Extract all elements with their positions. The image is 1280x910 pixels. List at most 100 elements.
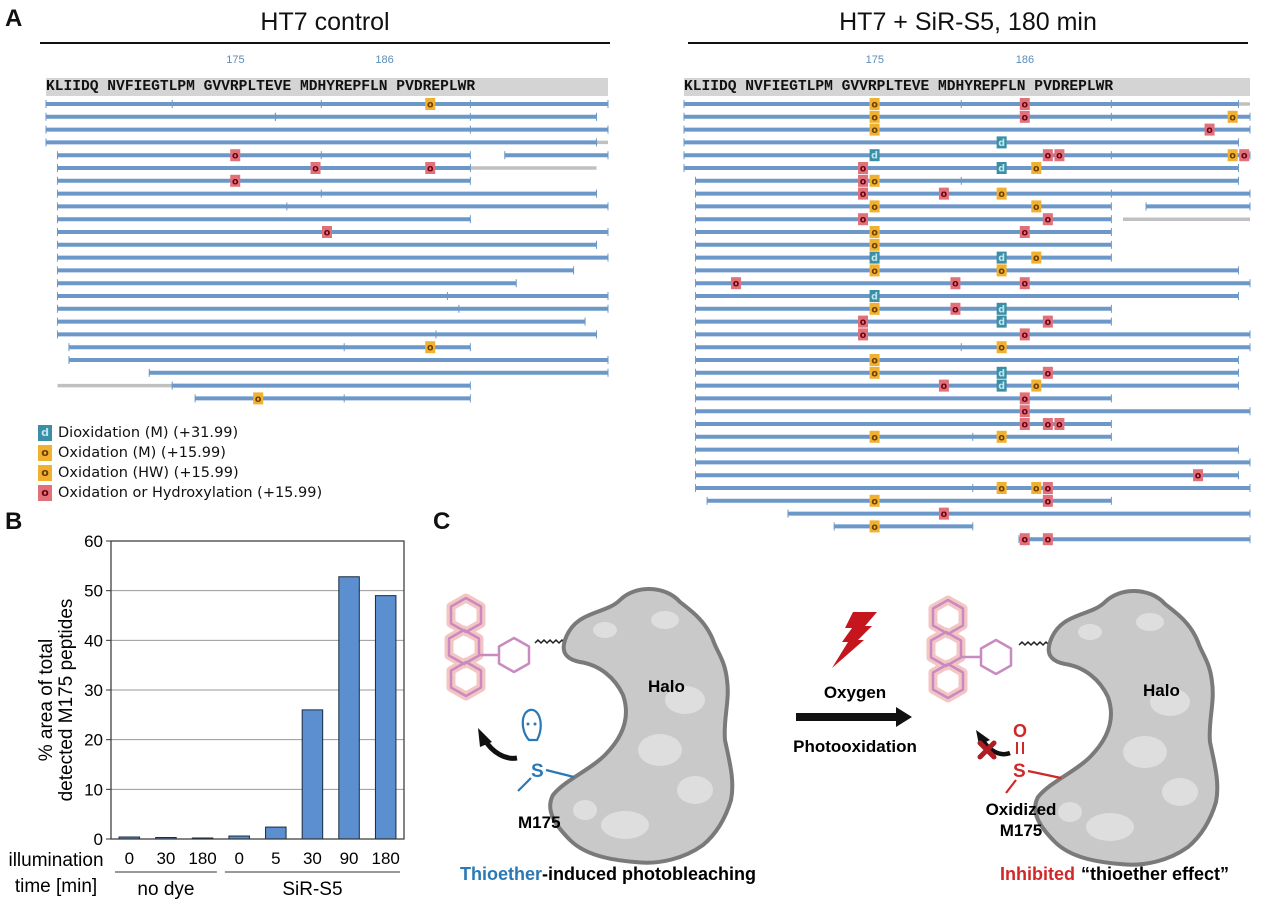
caption-left-colored: Thioether — [460, 864, 542, 884]
modification-marker-label: o — [1033, 202, 1040, 213]
modification-marker — [996, 366, 1007, 379]
modification-marker-label: o — [1021, 228, 1028, 239]
modification-marker — [1019, 226, 1030, 238]
modification-marker-label: o — [1021, 394, 1028, 405]
modification-marker — [1227, 149, 1238, 162]
mechanism-scheme: Halo S M175 Thioether-induced photobleac… — [420, 586, 1229, 884]
modification-marker-label: o — [232, 151, 239, 162]
modification-marker-label: o — [1033, 253, 1040, 264]
dye-molecule-icon — [931, 600, 1011, 698]
coverage-map-sir-s5: o oo o oo odd o o o oo d oo oo o oo oo oo ood d oo oo o odo o d… — [683, 98, 1251, 546]
y-axis-label-line2: detected M175 peptides — [56, 599, 77, 802]
position-label-186: 186 — [375, 54, 394, 66]
caption-left-rest: -induced photobleaching — [542, 864, 756, 884]
caption-left: Thioether-induced photobleaching — [460, 864, 756, 884]
modification-marker-label: o — [312, 164, 319, 175]
modification-marker-label: o — [1045, 368, 1052, 379]
modification-marker-label: o — [998, 343, 1005, 354]
modification-marker — [310, 162, 321, 174]
modification-marker — [730, 277, 741, 290]
caption-right: Inhibited “thioether effect” — [1000, 864, 1229, 884]
modification-marker — [1019, 110, 1030, 123]
modification-marker — [1031, 251, 1042, 264]
modification-marker-label: o — [871, 522, 878, 533]
modification-marker — [938, 507, 949, 520]
modification-marker-label: o — [871, 368, 878, 379]
modification-marker-label: o — [427, 343, 434, 354]
modification-marker — [996, 264, 1007, 277]
modification-marker-label: o — [871, 496, 878, 507]
legend-label: Oxidation (M) (+15.99) — [58, 445, 226, 461]
modification-marker — [1042, 482, 1053, 494]
modification-marker-label: o — [1229, 151, 1236, 162]
modification-marker-label: o — [860, 176, 867, 187]
modification-marker — [869, 366, 880, 379]
modification-marker-label: o — [1033, 381, 1040, 392]
modification-marker-label: o — [998, 189, 1005, 200]
modification-marker — [1042, 366, 1053, 379]
modification-marker-label: o — [255, 394, 262, 405]
modification-marker-label: o — [1056, 420, 1063, 431]
modification-marker-label: o — [1045, 484, 1052, 495]
blocked-x-icon — [977, 740, 997, 760]
modification-marker — [869, 174, 880, 187]
modification-marker-label: o — [1021, 535, 1028, 546]
position-label-186: 186 — [1015, 54, 1035, 66]
modification-marker-label: o — [1033, 484, 1040, 495]
modification-marker — [858, 174, 869, 187]
modification-marker-label: o — [1045, 496, 1052, 507]
modification-marker — [230, 149, 241, 162]
modification-marker-label: o — [1021, 279, 1028, 290]
modification-marker-label: o — [427, 100, 434, 111]
modification-marker — [1031, 482, 1042, 494]
modification-marker — [869, 226, 880, 238]
residue-label-left: M175 — [518, 813, 561, 832]
reaction-arrowhead-icon — [896, 707, 912, 727]
legend-label: Dioxidation (M) (+31.99) — [58, 425, 239, 441]
modification-marker-label: o — [324, 228, 331, 239]
oxidation-marker-icon: o — [38, 445, 52, 461]
modification-marker — [869, 354, 880, 366]
modification-marker — [425, 162, 436, 174]
modification-marker — [1031, 379, 1042, 392]
modification-marker-label: d — [998, 317, 1005, 328]
modification-marker-label: o — [1229, 112, 1236, 123]
modification-marker — [1054, 149, 1065, 162]
halo-protein-icon — [548, 586, 735, 865]
oxidation-marker-icon: o — [38, 465, 52, 481]
modification-marker — [425, 98, 436, 110]
modification-marker — [938, 187, 949, 200]
oxygen-label: Oxygen — [824, 683, 886, 702]
x-tick-label: 5 — [271, 849, 280, 868]
modification-marker — [1042, 213, 1053, 226]
modification-marker-label: o — [1021, 100, 1028, 111]
legend-item-oxidation-hw: o Oxidation (HW) (+15.99) — [38, 463, 322, 483]
title-rule — [40, 42, 610, 44]
modification-marker — [869, 494, 880, 507]
coverage-title-control: HT7 control — [260, 8, 390, 36]
modification-marker — [996, 302, 1007, 315]
modification-marker — [1019, 392, 1030, 405]
modification-marker-label: o — [733, 279, 740, 290]
modification-marker-label: o — [1206, 125, 1213, 136]
x-axis-label-line2: time [min] — [15, 876, 97, 897]
sequence-bar: KLIIDQ NVFIEGTLPM GVVRPLTEVE MDHYREPFLN … — [46, 78, 608, 96]
modification-marker-label: o — [998, 484, 1005, 495]
modification-marker — [858, 328, 869, 341]
modification-marker — [1042, 315, 1053, 328]
modification-marker-label: o — [1045, 215, 1052, 226]
modification-marker-label: o — [952, 304, 959, 315]
panel-letter-c: C — [433, 508, 451, 535]
halo-label-right: Halo — [1143, 681, 1180, 700]
modification-marker — [869, 149, 880, 162]
modification-marker — [996, 251, 1007, 264]
plot-frame — [110, 540, 405, 840]
modification-marker-label: o — [860, 189, 867, 200]
bar — [265, 826, 287, 840]
modification-marker-label: o — [998, 266, 1005, 277]
modification-marker-label: o — [871, 356, 878, 367]
hydroxylation-marker-icon: o — [38, 485, 52, 501]
y-tick-label: 50 — [84, 582, 103, 601]
y-tick-label: 0 — [94, 830, 103, 849]
modification-marker-label: o — [871, 266, 878, 277]
